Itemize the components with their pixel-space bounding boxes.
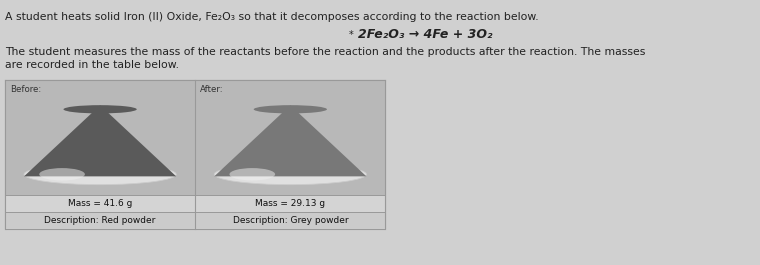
Text: are recorded in the table below.: are recorded in the table below. [5,60,179,70]
Bar [195,212,385,229]
Ellipse shape [40,168,85,180]
Ellipse shape [254,105,327,113]
Text: Mass = 29.13 g: Mass = 29.13 g [255,199,325,208]
Ellipse shape [64,105,137,113]
Ellipse shape [214,164,366,185]
Bar [5,80,195,195]
Bar [195,80,385,195]
Text: Description: Grey powder: Description: Grey powder [233,216,348,225]
Text: *: * [349,30,353,40]
Bar [195,195,385,212]
Text: 2Fe₂O₃ → 4Fe + 3O₂: 2Fe₂O₃ → 4Fe + 3O₂ [359,28,493,41]
Bar [5,212,195,229]
Text: A student heats solid Iron (II) Oxide, Fe₂O₃ so that it decomposes according to : A student heats solid Iron (II) Oxide, F… [5,12,539,22]
Text: After:: After: [200,85,224,94]
Polygon shape [214,105,366,176]
Text: Before:: Before: [10,85,41,94]
Ellipse shape [24,164,176,185]
Text: Mass = 41.6 g: Mass = 41.6 g [68,199,132,208]
Text: The student measures the mass of the reactants before the reaction and the produ: The student measures the mass of the rea… [5,47,645,57]
Polygon shape [24,105,176,176]
Bar [5,195,195,212]
Ellipse shape [230,168,275,180]
Text: Description: Red powder: Description: Red powder [44,216,156,225]
Bar [5,80,385,229]
